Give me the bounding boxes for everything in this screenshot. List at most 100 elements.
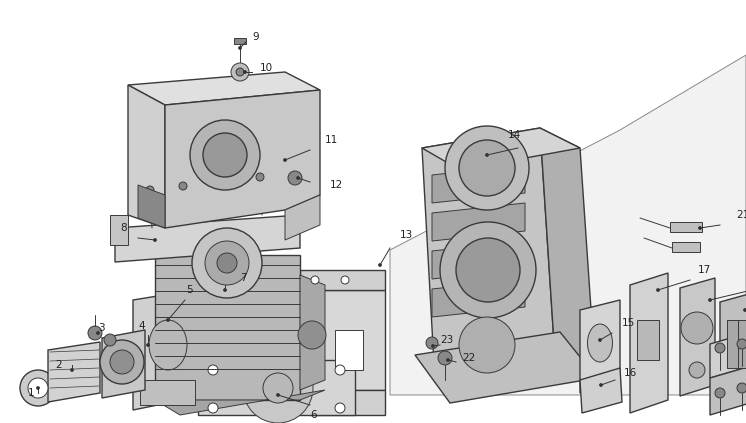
Polygon shape: [155, 390, 325, 415]
Text: 22: 22: [462, 353, 475, 363]
Polygon shape: [415, 332, 597, 403]
Polygon shape: [390, 55, 746, 395]
Circle shape: [709, 299, 712, 302]
Circle shape: [459, 317, 515, 373]
Circle shape: [205, 241, 249, 285]
Circle shape: [146, 186, 154, 194]
Circle shape: [447, 359, 450, 362]
Circle shape: [243, 353, 313, 423]
Circle shape: [243, 71, 246, 74]
Circle shape: [426, 337, 438, 349]
Text: 11: 11: [325, 135, 338, 145]
Bar: [727, 320, 746, 368]
Text: 14: 14: [508, 130, 521, 140]
Circle shape: [689, 362, 705, 378]
Text: 8: 8: [120, 223, 127, 233]
Circle shape: [37, 387, 40, 390]
Circle shape: [445, 126, 529, 210]
Text: 5: 5: [186, 285, 192, 295]
Polygon shape: [310, 390, 385, 415]
Polygon shape: [310, 290, 385, 390]
Circle shape: [104, 334, 116, 346]
Bar: [140, 380, 195, 405]
Polygon shape: [48, 342, 100, 402]
Circle shape: [96, 332, 99, 335]
Polygon shape: [720, 292, 746, 393]
Bar: [234, 38, 246, 44]
Text: 9: 9: [252, 32, 259, 42]
Text: 4: 4: [138, 321, 145, 331]
Circle shape: [681, 312, 713, 344]
Polygon shape: [680, 278, 715, 396]
Circle shape: [715, 343, 725, 353]
Circle shape: [277, 393, 280, 396]
Circle shape: [737, 383, 746, 393]
Text: 1: 1: [28, 388, 34, 398]
Circle shape: [440, 222, 536, 318]
Circle shape: [283, 159, 286, 162]
Circle shape: [179, 182, 187, 190]
Circle shape: [256, 173, 264, 181]
Circle shape: [100, 340, 144, 384]
Circle shape: [737, 339, 746, 349]
Text: 21: 21: [736, 210, 746, 220]
Circle shape: [208, 403, 218, 413]
Polygon shape: [422, 128, 555, 382]
Polygon shape: [580, 300, 620, 393]
Circle shape: [296, 176, 299, 179]
Polygon shape: [133, 288, 207, 410]
Circle shape: [378, 264, 381, 266]
Polygon shape: [710, 364, 746, 415]
Ellipse shape: [149, 320, 187, 370]
Text: 7: 7: [240, 273, 247, 283]
Polygon shape: [102, 330, 145, 398]
Circle shape: [656, 288, 659, 291]
Polygon shape: [300, 275, 325, 390]
Polygon shape: [128, 72, 320, 105]
Circle shape: [166, 319, 169, 321]
Circle shape: [431, 344, 434, 348]
Text: 3: 3: [98, 323, 104, 333]
Circle shape: [335, 365, 345, 375]
Circle shape: [192, 228, 262, 298]
Circle shape: [28, 378, 48, 398]
Polygon shape: [198, 360, 355, 415]
Circle shape: [335, 403, 345, 413]
Text: 17: 17: [698, 265, 711, 275]
Circle shape: [208, 365, 218, 375]
Bar: [672, 242, 700, 252]
Circle shape: [715, 388, 725, 398]
Circle shape: [224, 288, 227, 291]
Circle shape: [236, 68, 244, 76]
Polygon shape: [432, 241, 525, 279]
Polygon shape: [115, 215, 300, 262]
Circle shape: [600, 384, 603, 387]
Bar: [670, 222, 702, 232]
Polygon shape: [285, 195, 320, 240]
Polygon shape: [110, 215, 128, 245]
Polygon shape: [155, 255, 300, 400]
Circle shape: [698, 226, 701, 230]
Circle shape: [288, 171, 302, 185]
Circle shape: [154, 239, 157, 242]
Polygon shape: [128, 85, 165, 228]
Polygon shape: [300, 270, 385, 290]
Circle shape: [146, 343, 149, 346]
Circle shape: [190, 120, 260, 190]
Bar: [335, 330, 363, 370]
Polygon shape: [138, 185, 165, 228]
Text: 10: 10: [260, 63, 273, 73]
Circle shape: [744, 308, 746, 311]
Polygon shape: [165, 90, 320, 228]
Polygon shape: [540, 128, 595, 368]
Ellipse shape: [588, 324, 612, 362]
Circle shape: [486, 154, 489, 157]
Circle shape: [231, 63, 249, 81]
Text: 13: 13: [400, 230, 413, 240]
Bar: [637, 320, 659, 360]
Circle shape: [222, 176, 230, 184]
Circle shape: [459, 140, 515, 196]
Circle shape: [456, 238, 520, 302]
Circle shape: [239, 47, 242, 49]
Circle shape: [341, 276, 349, 284]
